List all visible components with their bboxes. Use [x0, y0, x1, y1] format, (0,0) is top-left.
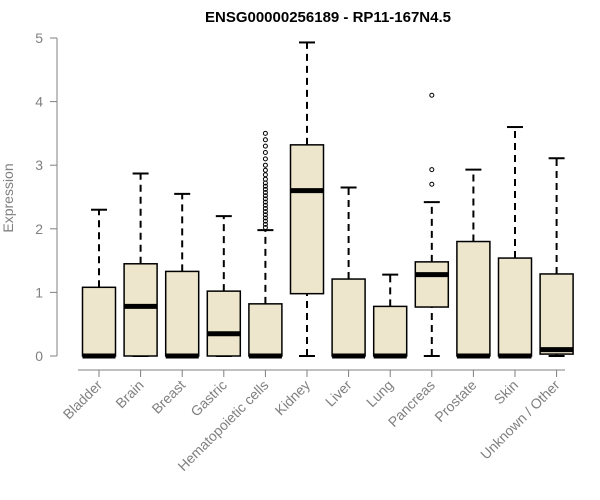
x-tick-label: Prostate: [431, 377, 479, 425]
x-tick-label: Breast: [148, 377, 188, 417]
iqr-box: [289, 144, 325, 295]
iqr-box: [123, 263, 158, 357]
outlier-point: [262, 218, 268, 224]
outlier-point: [262, 162, 268, 168]
iqr-box: [164, 270, 200, 357]
box-brain: [123, 172, 158, 357]
box-pancreas: [414, 92, 450, 357]
x-tick-label: Brain: [112, 377, 146, 411]
outlier-point: [262, 199, 268, 205]
box-gastric: [206, 215, 242, 357]
outlier-point: [262, 221, 268, 227]
box-breast: [164, 192, 200, 359]
outlier-point: [262, 186, 268, 192]
outlier-point: [262, 143, 268, 149]
iqr-box: [456, 240, 491, 357]
box-bladder: [81, 208, 117, 359]
outlier-point: [262, 149, 268, 155]
y-tick-label: 2: [35, 221, 43, 237]
y-tick-label: 1: [35, 284, 43, 300]
outlier-point: [262, 172, 268, 178]
outlier-point: [262, 212, 268, 218]
box-unknown-other: [539, 157, 574, 357]
outlier-point: [262, 137, 268, 143]
iqr-box: [414, 261, 450, 308]
y-axis-ticks: 0 1 2 3 4 5: [35, 30, 57, 364]
outlier-point: [262, 183, 268, 189]
box-liver: [331, 186, 366, 359]
iqr-box: [331, 278, 366, 357]
iqr-box: [206, 290, 242, 357]
iqr-box: [497, 257, 533, 357]
outlier-point: [429, 92, 435, 98]
outlier-point: [262, 225, 268, 231]
outlier-point: [262, 156, 268, 162]
box-skin: [497, 126, 533, 359]
iqr-box: [248, 303, 283, 357]
y-tick-label: 4: [35, 94, 43, 110]
x-tick-label: Lung: [363, 377, 396, 410]
y-tick-label: 5: [35, 30, 43, 46]
box-prostate: [456, 168, 491, 359]
chart-title: ENSG00000256189 - RP11-167N4.5: [205, 9, 451, 26]
iqr-box: [372, 305, 408, 357]
x-tick-label: Unknown / Other: [477, 377, 563, 463]
outlier-point: [262, 215, 268, 221]
outlier-point: [262, 205, 268, 211]
outlier-point: [262, 190, 268, 196]
outlier-point: [262, 202, 268, 208]
x-tick-label: Kidney: [272, 377, 314, 419]
y-tick-label: 0: [35, 348, 43, 364]
y-axis-label: Expression: [0, 163, 16, 232]
x-tick-label: Bladder: [60, 377, 106, 423]
outlier-point: [262, 209, 268, 215]
box-lung: [372, 273, 408, 359]
x-tick-label: Liver: [322, 377, 355, 410]
outlier-point: [262, 196, 268, 202]
box-kidney: [289, 41, 325, 357]
box-hematopoietic-cells: [248, 130, 283, 359]
outlier-point: [262, 130, 268, 136]
boxes-layer: [81, 41, 574, 359]
outlier-point: [262, 167, 268, 173]
outlier-point: [429, 181, 435, 187]
x-tick-label: Skin: [491, 377, 522, 408]
iqr-box: [81, 286, 117, 357]
outlier-point: [429, 167, 435, 173]
outlier-point: [262, 193, 268, 199]
y-tick-label: 3: [35, 157, 43, 173]
iqr-box: [539, 273, 574, 355]
